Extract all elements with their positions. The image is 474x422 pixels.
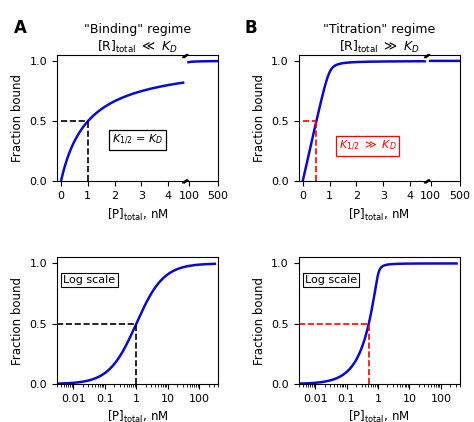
Text: Log scale: Log scale bbox=[64, 275, 116, 285]
Title: "Titration" regime
[R]$_\mathregular{total}$ $\gg$ $K_D$: "Titration" regime [R]$_\mathregular{tot… bbox=[323, 23, 435, 55]
Y-axis label: Fraction bound: Fraction bound bbox=[253, 277, 266, 365]
X-axis label: [P]$_\mathregular{total}$, nM: [P]$_\mathregular{total}$, nM bbox=[348, 409, 410, 422]
Text: $K_{1/2}$ $\gg$ $K_D$: $K_{1/2}$ $\gg$ $K_D$ bbox=[339, 139, 397, 153]
Text: $K_{1/2}$ = $K_D$: $K_{1/2}$ = $K_D$ bbox=[112, 133, 163, 147]
Y-axis label: Fraction bound: Fraction bound bbox=[11, 277, 24, 365]
Text: Log scale: Log scale bbox=[305, 275, 357, 285]
Y-axis label: Fraction bound: Fraction bound bbox=[11, 74, 24, 162]
Y-axis label: Fraction bound: Fraction bound bbox=[253, 74, 266, 162]
X-axis label: [P]$_\mathregular{total}$, nM: [P]$_\mathregular{total}$, nM bbox=[107, 409, 168, 422]
Title: "Binding" regime
[R]$_\mathregular{total}$ $\ll$ $K_D$: "Binding" regime [R]$_\mathregular{total… bbox=[84, 23, 191, 55]
X-axis label: [P]$_\mathregular{total}$, nM: [P]$_\mathregular{total}$, nM bbox=[348, 207, 410, 223]
Text: A: A bbox=[14, 19, 27, 37]
Text: B: B bbox=[244, 19, 257, 37]
X-axis label: [P]$_\mathregular{total}$, nM: [P]$_\mathregular{total}$, nM bbox=[107, 207, 168, 223]
